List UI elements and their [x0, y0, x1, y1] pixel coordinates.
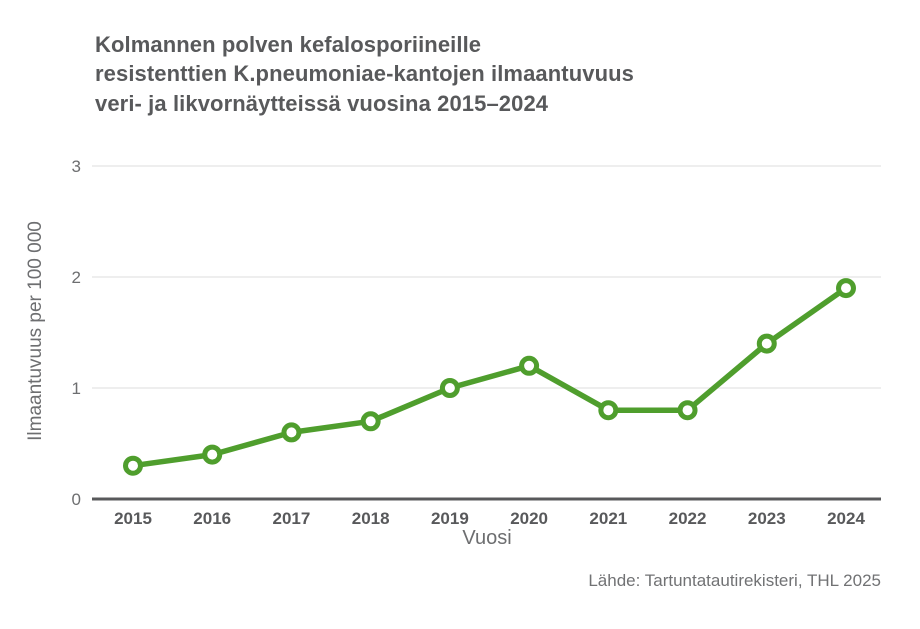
y-tick-label-2: 2: [72, 268, 81, 287]
data-point-2023: [756, 333, 777, 354]
data-point-2022: [677, 400, 698, 421]
source-caption: Lähde: Tartuntatautirekisteri, THL 2025: [588, 571, 881, 590]
data-point-2024: [836, 278, 856, 299]
data-point-2016: [202, 444, 223, 465]
x-tick-label-2015: 2015: [114, 509, 152, 528]
y-tick-label-0: 0: [72, 490, 81, 509]
chart-title: Kolmannen polven kefalosporiineille resi…: [95, 32, 635, 116]
x-tick-label-2023: 2023: [748, 509, 786, 528]
data-point-2018: [360, 411, 381, 432]
data-point-2015: [123, 455, 143, 476]
y-tick-label-3: 3: [72, 157, 81, 176]
x-tick-label-2022: 2022: [669, 509, 707, 528]
x-tick-label-2020: 2020: [510, 509, 548, 528]
data-point-2020: [519, 355, 540, 376]
x-tick-label-2024: 2024: [827, 509, 865, 528]
x-tick-label-2018: 2018: [352, 509, 390, 528]
x-tick-label-2016: 2016: [193, 509, 231, 528]
trend-line: [130, 285, 849, 469]
y-tick-label-1: 1: [72, 379, 81, 398]
x-axis-title: Vuosi: [462, 527, 512, 549]
data-point-2019: [439, 378, 460, 398]
x-tick-label-2021: 2021: [589, 509, 627, 528]
x-tick-label-2019: 2019: [431, 509, 469, 528]
x-tick-label-2017: 2017: [273, 509, 311, 528]
data-point-2021: [598, 400, 619, 421]
data-point-2017: [281, 422, 302, 443]
